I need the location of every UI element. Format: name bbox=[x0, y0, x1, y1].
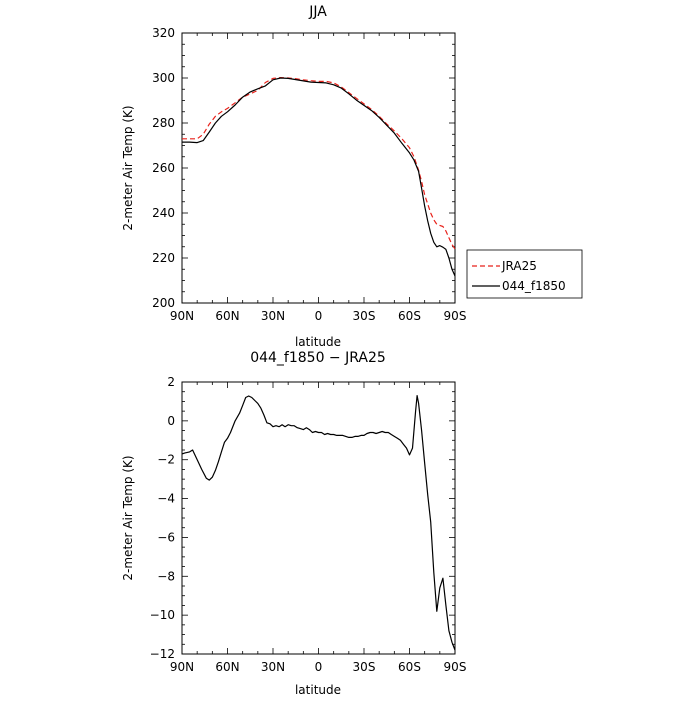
series-line-jra25 bbox=[182, 76, 456, 250]
x-tick-label: 0 bbox=[315, 660, 323, 674]
x-tick-label: 0 bbox=[315, 309, 323, 323]
series-line-044-f1850 bbox=[182, 77, 456, 277]
x-tick-label: 60N bbox=[215, 660, 239, 674]
bottom-ticks bbox=[181, 381, 456, 655]
y-tick-label: 0 bbox=[167, 414, 175, 428]
legend-label-jra25: JRA25 bbox=[501, 259, 537, 273]
top-x-tick-labels: 90N 60N 30N 0 30S 60S 90S bbox=[170, 309, 467, 323]
x-tick-label: 30S bbox=[353, 660, 376, 674]
y-tick-label: 260 bbox=[152, 161, 175, 175]
y-tick-label: 280 bbox=[152, 116, 175, 130]
y-tick-label: −12 bbox=[150, 647, 175, 661]
x-tick-label: 60N bbox=[215, 309, 239, 323]
top-ticks bbox=[181, 32, 456, 304]
legend-box bbox=[466, 249, 583, 299]
top-chart-title: JJA bbox=[308, 4, 327, 20]
bottom-chart-title: 044_f1850 − JRA25 bbox=[250, 350, 386, 366]
top-plot-frame bbox=[181, 32, 456, 304]
bottom-x-axis-label: latitude bbox=[295, 683, 341, 697]
top-panel: JJA 90N 60N 30N 0 30S 60S 90S 200 220 240 260 280 3… bbox=[121, 4, 466, 349]
legend: JRA25 044_f1850 bbox=[466, 249, 583, 299]
x-tick-label: 30N bbox=[261, 309, 285, 323]
x-tick-label: 60S bbox=[398, 309, 421, 323]
top-x-axis-label: latitude bbox=[295, 335, 341, 349]
x-tick-label: 60S bbox=[398, 660, 421, 674]
bottom-y-axis-label: 2-meter Air Temp (K) bbox=[121, 455, 135, 580]
y-tick-label: −8 bbox=[157, 569, 175, 583]
top-series-lines bbox=[182, 76, 456, 277]
x-tick-label: 30N bbox=[261, 660, 285, 674]
y-tick-label: −2 bbox=[157, 453, 175, 467]
top-y-tick-labels: 200 220 240 260 280 300 320 bbox=[152, 26, 175, 310]
y-tick-label: −4 bbox=[157, 492, 175, 506]
x-tick-label: 30S bbox=[353, 309, 376, 323]
bottom-series-lines bbox=[181, 395, 456, 651]
y-tick-label: 320 bbox=[152, 26, 175, 40]
x-tick-label: 90S bbox=[444, 660, 467, 674]
bottom-x-tick-labels: 90N 60N 30N 0 30S 60S 90S bbox=[170, 660, 467, 674]
y-tick-label: 220 bbox=[152, 251, 175, 265]
y-tick-label: 240 bbox=[152, 206, 175, 220]
x-tick-label: 90S bbox=[444, 309, 467, 323]
y-tick-label: 200 bbox=[152, 296, 175, 310]
y-tick-label: 300 bbox=[152, 71, 175, 85]
y-tick-label: −10 bbox=[150, 608, 175, 622]
top-y-axis-label: 2-meter Air Temp (K) bbox=[121, 105, 135, 230]
y-tick-label: 2 bbox=[167, 375, 175, 389]
y-tick-label: −6 bbox=[157, 530, 175, 544]
bottom-y-tick-labels: −12 −10 −8 −6 −4 −2 0 2 bbox=[150, 375, 175, 661]
x-tick-label: 90N bbox=[170, 309, 194, 323]
series-line-difference bbox=[181, 395, 456, 651]
bottom-panel: 044_f1850 − JRA25 90N 60N 30N 0 30S 60S 90S −1… bbox=[121, 350, 466, 697]
legend-label-044-f1850: 044_f1850 bbox=[502, 279, 566, 293]
x-tick-label: 90N bbox=[170, 660, 194, 674]
